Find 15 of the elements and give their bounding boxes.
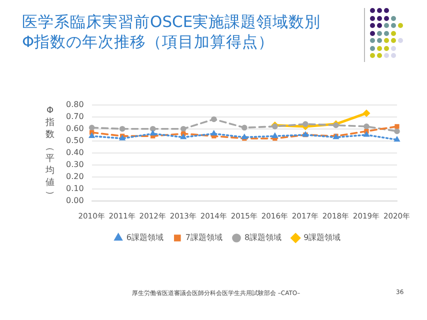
y-tick-label: 0.20 — [66, 172, 84, 182]
y-tick-label: 0.30 — [66, 160, 84, 170]
y-tick-label: 0.40 — [66, 148, 84, 157]
legend-label: 6課題領域 — [126, 233, 164, 242]
y-axis-title: Φ指数（平均値） — [44, 106, 55, 200]
y-tick-label: 0.60 — [66, 124, 84, 133]
chart-title: 医学系臨床実習前OSCE実施課題領域数別 Φ指数の年次推移（項目加算得点） — [22, 12, 321, 52]
legend-label: 9課題領域 — [304, 233, 341, 242]
y-tick-label: 0.10 — [66, 184, 84, 194]
legend-label: 7課題領域 — [185, 233, 223, 242]
legend-label: 8課題領域 — [244, 233, 282, 242]
y-tick-label: 0.70 — [66, 112, 84, 121]
y-tick-label: 0.50 — [66, 136, 84, 145]
y-tick-label: 0.00 — [66, 196, 84, 206]
y-tick-label: 0.80 — [66, 100, 84, 109]
